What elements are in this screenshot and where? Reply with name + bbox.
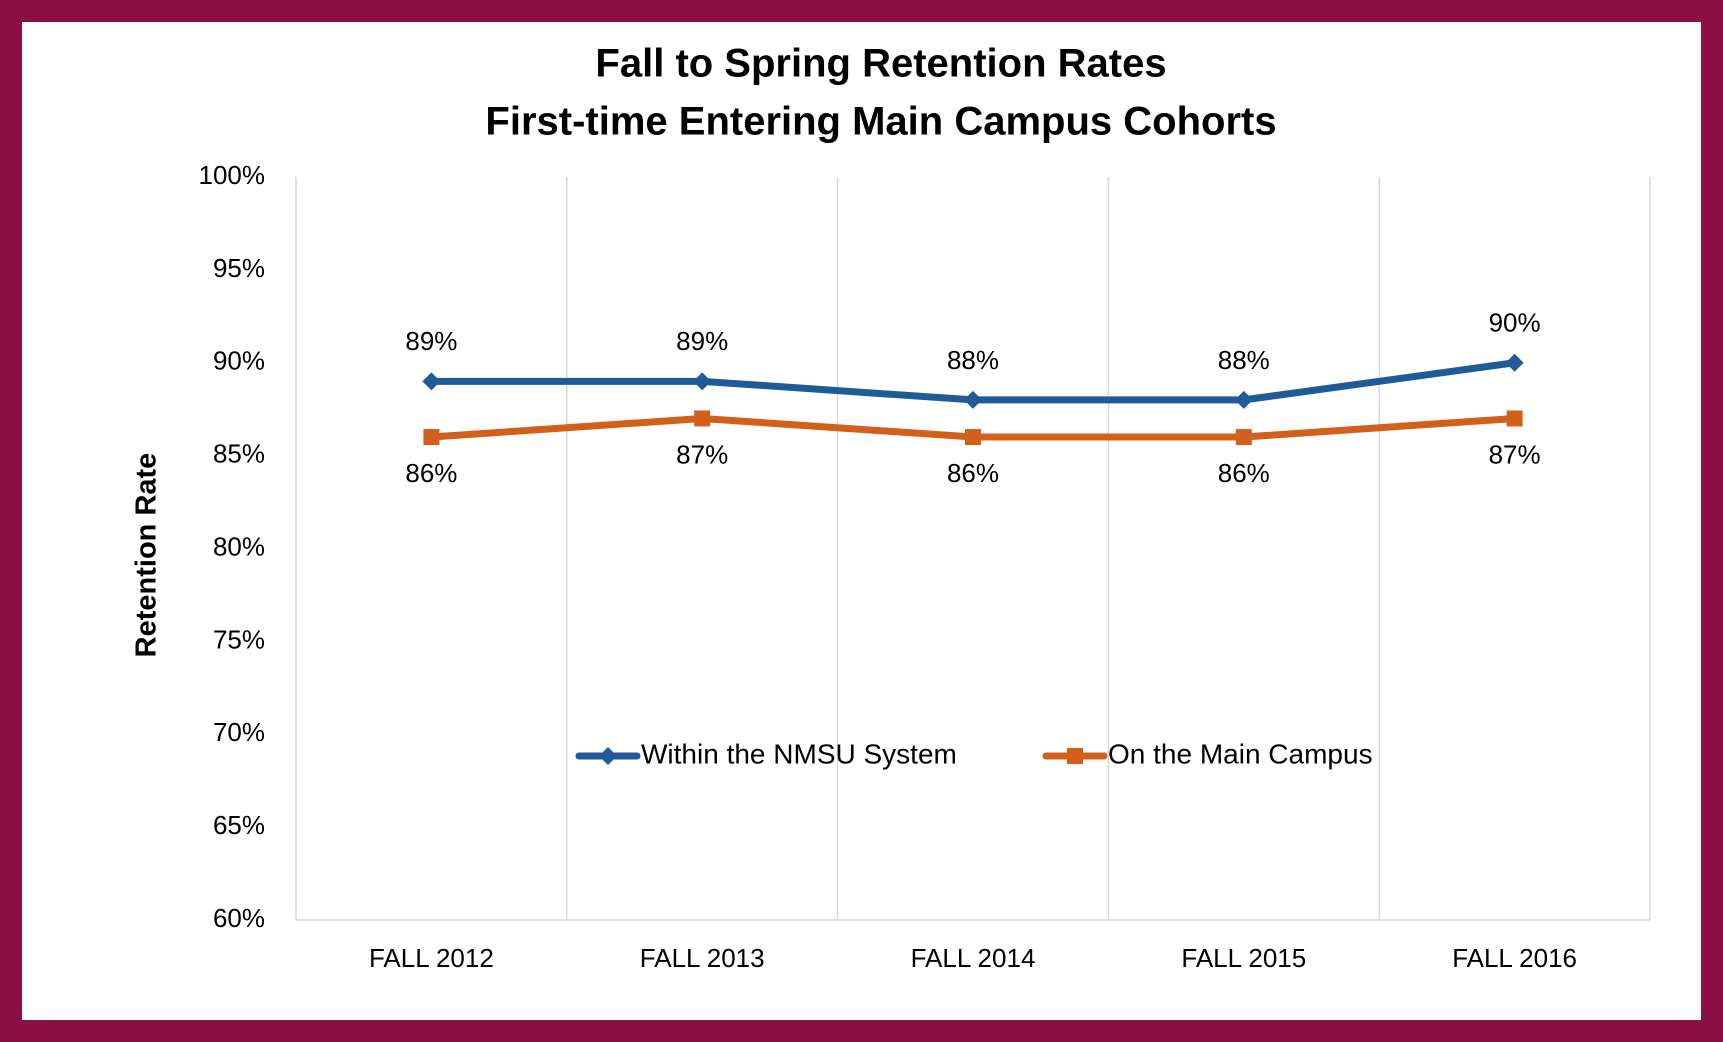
data-point (423, 429, 440, 446)
legend-marker (1067, 748, 1083, 764)
y-tick-label: 60% (213, 903, 265, 933)
data-label: 88% (947, 345, 999, 375)
data-label: 86% (947, 458, 999, 488)
data-point (1506, 410, 1523, 427)
data-label: 90% (1489, 308, 1541, 338)
y-tick-label: 85% (213, 439, 265, 469)
y-tick-label: 100% (199, 160, 266, 190)
data-point (964, 390, 982, 409)
y-axis-title: Retention Rate (131, 453, 163, 658)
data-label: 87% (676, 439, 728, 469)
chart-subtitle: First-time Entering Main Campus Cohorts (485, 100, 1276, 144)
data-point (693, 372, 712, 391)
data-label: 87% (1489, 439, 1541, 469)
y-tick-label: 70% (213, 717, 265, 747)
chart-title: Fall to Spring Retention Rates (595, 42, 1166, 86)
data-point (1234, 390, 1253, 409)
data-point (694, 410, 711, 427)
y-tick-label: 80% (213, 531, 265, 561)
data-point (965, 429, 981, 446)
data-label: 86% (1218, 458, 1270, 488)
x-tick-label: FALL 2015 (1181, 943, 1306, 973)
x-tick-label: FALL 2014 (911, 943, 1036, 973)
y-tick-label: 65% (213, 810, 265, 840)
data-label: 89% (405, 326, 457, 356)
data-label: 88% (1218, 345, 1270, 375)
x-tick-label: FALL 2013 (640, 943, 765, 973)
data-point (1235, 429, 1252, 446)
y-tick-label: 75% (213, 624, 265, 654)
x-tick-label: FALL 2012 (369, 943, 494, 973)
data-point (422, 372, 441, 391)
legend-marker (599, 747, 617, 765)
legend-label: Within the NMSU System (641, 738, 957, 769)
y-tick-label: 95% (213, 253, 265, 283)
data-label: 89% (676, 326, 728, 356)
data-point (1505, 353, 1524, 372)
legend-label: On the Main Campus (1108, 738, 1373, 769)
x-tick-label: FALL 2016 (1452, 943, 1577, 973)
y-tick-label: 90% (213, 346, 265, 376)
data-label: 86% (405, 458, 457, 488)
